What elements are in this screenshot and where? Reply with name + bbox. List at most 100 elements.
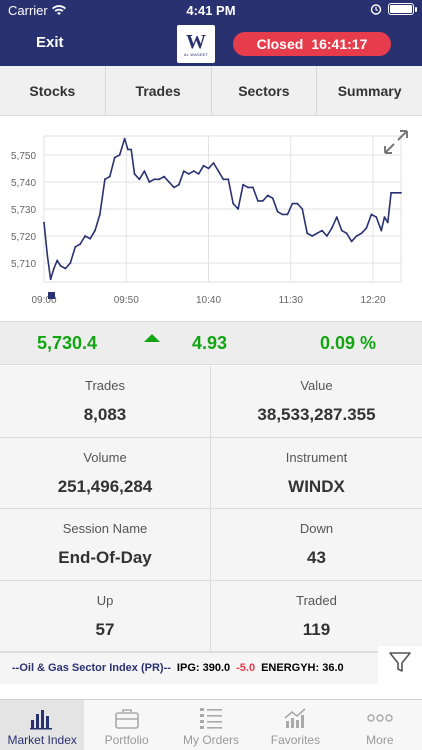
data-point	[53, 267, 55, 270]
data-point	[340, 229, 343, 232]
data-point	[43, 221, 45, 224]
data-point	[350, 240, 353, 243]
tab-summary[interactable]: Summary	[337, 82, 402, 99]
expand-icon[interactable]	[382, 128, 410, 156]
index-value: 5,730.4	[37, 333, 98, 353]
logo-mark: W	[186, 30, 206, 53]
bar-chart-icon	[30, 710, 53, 730]
stat-traded: Traded 119	[211, 580, 422, 652]
data-point	[242, 183, 245, 186]
nav-my-orders[interactable]: My Orders	[169, 700, 253, 750]
data-point	[46, 254, 49, 256]
ticker-item: ENERGYH: 36.0	[261, 662, 344, 674]
data-point	[207, 167, 210, 170]
tab-stocks[interactable]: Stocks	[0, 66, 106, 115]
data-point	[108, 175, 111, 178]
data-point	[321, 229, 323, 232]
data-point	[335, 216, 338, 218]
data-point	[113, 156, 116, 159]
stat-value: 119	[302, 619, 331, 639]
nav-label: More	[366, 733, 394, 747]
filter-icon	[389, 652, 411, 672]
tab-sectors[interactable]: Sectors	[212, 66, 318, 115]
data-point	[182, 170, 185, 172]
data-point	[212, 162, 215, 164]
chart-up-icon	[284, 708, 306, 728]
data-point	[99, 213, 101, 216]
data-point	[130, 148, 133, 151]
data-point	[133, 173, 136, 175]
y-tick-label: 5,750	[11, 151, 36, 162]
stat-value-total: Value 38,533,287.355	[211, 366, 422, 438]
data-point	[74, 246, 77, 248]
exit-button[interactable]: Exit	[36, 34, 64, 51]
filter-button[interactable]	[378, 646, 422, 678]
data-point	[173, 186, 175, 189]
data-point	[56, 259, 59, 262]
sector-ticker: --Oil & Gas Sector Index (PR)-- IPG: 390…	[0, 652, 378, 684]
data-point	[153, 178, 156, 181]
stat-value: 38,533,287.355	[257, 405, 376, 424]
data-point	[49, 278, 52, 281]
data-point	[59, 264, 62, 267]
alarm-icon	[370, 4, 382, 15]
stat-label: Trades	[85, 378, 125, 393]
data-point	[143, 170, 146, 172]
data-point	[386, 221, 389, 224]
data-point	[331, 227, 333, 229]
x-tick-label: 10:40	[196, 295, 221, 306]
data-point	[261, 200, 264, 202]
data-point	[276, 210, 279, 213]
data-point	[271, 197, 274, 200]
ticker-item: IPG: 390.0	[176, 662, 231, 674]
stat-down: Down 43	[211, 509, 422, 581]
market-status-badge: Closed 16:41:17	[233, 32, 391, 56]
data-point	[64, 267, 67, 270]
list-icon	[200, 708, 223, 729]
data-point	[178, 183, 180, 186]
nav-more[interactable]: More	[338, 700, 422, 750]
data-point	[217, 170, 220, 172]
ticker-item-change: -5.0	[236, 662, 256, 674]
data-point	[365, 227, 368, 229]
nav-favorites[interactable]: Favorites	[253, 700, 337, 750]
logo: W AL WASEET	[177, 25, 215, 63]
tab-trades[interactable]: Trades	[106, 66, 212, 115]
ticker-sector-name: --Oil & Gas Sector Index (PR)--	[12, 662, 171, 674]
stat-label: Volume	[83, 449, 127, 465]
stat-value: End-Of-Day	[58, 548, 152, 567]
status-bar: Carrier 4:41 PM	[0, 0, 422, 22]
nav-portfolio[interactable]: Portfolio	[84, 700, 168, 750]
data-point	[296, 202, 299, 205]
y-tick-label: 5,710	[11, 259, 36, 270]
data-point	[370, 213, 373, 216]
data-point	[84, 235, 86, 237]
index-line-chart: 5,750 5,740 5,730 5,720 5,710 09:00 09:50 10:40…	[11, 135, 402, 306]
x-tick-label: 12:20	[361, 295, 386, 306]
stat-volume: Volume 251,496,284	[0, 437, 211, 509]
nav-label: Favorites	[270, 733, 321, 747]
data-point	[118, 154, 121, 156]
battery-icon	[388, 3, 417, 15]
stat-session-name: Session Name End-Of-Day	[0, 509, 211, 581]
data-point	[345, 232, 348, 235]
data-point	[286, 213, 289, 216]
logo-text: AL WASEET	[183, 51, 209, 57]
data-point	[301, 208, 304, 210]
stat-value: 251,496,284	[57, 476, 153, 496]
data-point	[380, 229, 383, 232]
data-point	[227, 178, 230, 181]
data-point	[390, 191, 392, 194]
stat-label: Up	[96, 592, 114, 608]
stat-up: Up 57	[0, 580, 211, 652]
stat-label: Instrument	[285, 449, 348, 465]
stat-label: Value	[300, 378, 333, 393]
data-point	[104, 178, 106, 181]
data-point	[311, 235, 314, 237]
data-point	[291, 202, 294, 205]
tab-bar: Stocks Trades Sectors Summary	[0, 66, 422, 116]
nav-label: Market Index	[7, 733, 77, 747]
nav-market-index[interactable]: Market Index	[0, 700, 85, 750]
index-chart: 5,750 5,740 5,730 5,720 5,710 09:00 09:50 10:40…	[0, 116, 422, 320]
x-tick-label: 11:30	[279, 295, 304, 306]
